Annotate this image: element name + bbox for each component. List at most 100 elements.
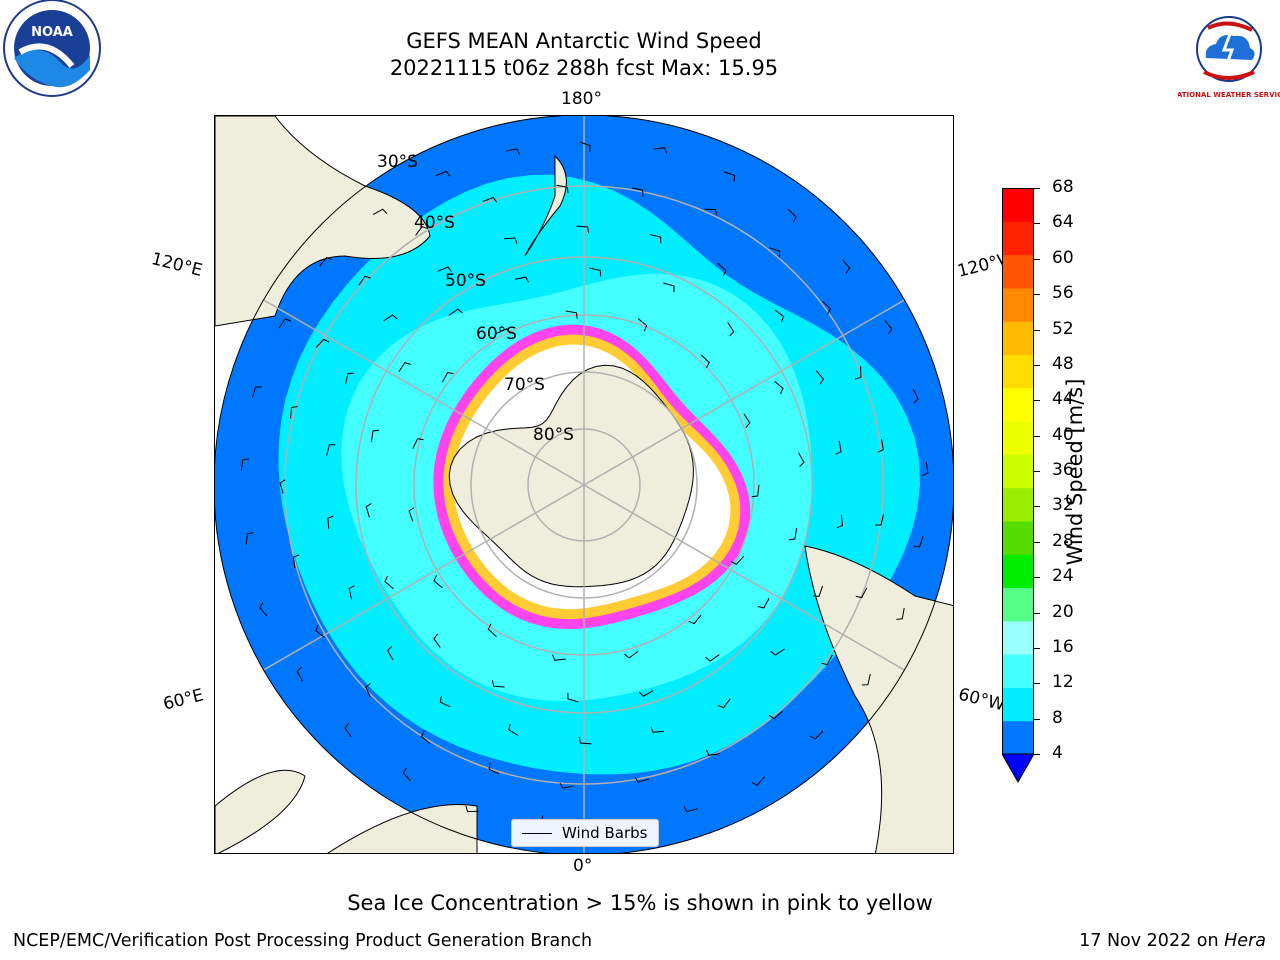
colorbar-tick-mark [1034,718,1040,720]
map-title-line1: GEFS MEAN Antarctic Wind Speed [406,29,762,53]
wind-barb [809,730,824,740]
colorbar-swatches [1001,188,1035,784]
wind-barb [743,413,751,428]
colorbar-tick-label: 28 [1052,530,1074,551]
wind-barb [624,650,639,659]
wind-barb [821,654,833,666]
meridian-line [583,484,953,746]
wind-barb [653,147,668,154]
colorbar-tick-mark [1034,612,1040,614]
wind-barb [855,366,862,380]
wind-barb [798,452,805,467]
wind-barb [774,380,784,395]
wind-barb [705,749,720,756]
wind-barb [688,614,702,625]
wind-barb [506,148,520,155]
wind-barb [769,247,781,258]
wind-barb [649,234,662,244]
wind-barb [278,318,291,329]
wind-barb [559,782,574,789]
wind-barb [835,440,842,455]
lon-label-0: 0° [573,856,593,876]
colorbar-tick-label: 64 [1052,212,1074,233]
colorbar-tick-mark [1034,294,1040,296]
wind-barb [441,371,454,383]
colorbar-tick-label: 24 [1052,566,1074,587]
colorbar-tick-mark [1034,506,1040,508]
wind-barb [315,338,330,348]
wind-barb [259,602,268,617]
wind-barb [922,462,929,476]
colorbar-tick-label: 52 [1052,318,1074,339]
wind-barb [884,320,893,335]
colorbar-swatch [1002,487,1034,522]
colorbar-swatch [1002,720,1034,755]
wind-barb [420,730,431,744]
wind-barb [842,259,851,274]
colorbar-swatch [1002,221,1034,256]
wind-barb [704,208,718,216]
colorbar-tick-mark [1034,754,1040,755]
legend-line-swatch [522,833,552,834]
colorbar-tick-mark [1034,435,1040,437]
colorbar-tick-mark [1034,223,1040,225]
lon-label-60e: 60°E [161,685,206,715]
wind-barb [705,654,720,662]
wind-barb [348,585,355,600]
wind-barb [482,196,498,203]
wind-barb [877,438,884,453]
wind-barb [433,633,441,648]
colorbar-tick-mark [1034,647,1040,649]
wind-barb [384,575,394,590]
colorbar-tick-label: 36 [1052,460,1074,480]
wind-barb [496,328,511,334]
wind-barb-legend: Wind Barbs [511,819,659,847]
wind-barb [770,648,785,656]
lat-label-70s: 70°S [504,375,545,395]
footer-right: 17 Nov 2022 on Hera [1079,931,1266,951]
wind-barb [344,372,355,385]
colorbar-ticks: 4 8 12 16 20 24 28 32 36 40 44 48 52 56 60 64 68 [1034,177,1094,763]
graticule [215,116,953,853]
nws-logo: NATIONAL WEATHER SERVICE [1171,0,1280,100]
wind-barb [245,532,254,545]
meridian-line [215,484,585,746]
colorbar-tick-label: 44 [1052,389,1074,410]
wind-barb [370,429,380,442]
wind-barb [637,318,648,332]
colorbar-under-triangle [1001,753,1035,784]
wind-barb [700,354,710,369]
wind-barb [727,322,735,337]
colorbar-tick-mark [1034,188,1040,189]
wind-barb [912,388,919,404]
wind-barb [398,362,411,372]
wind-barb [365,503,372,518]
colorbar-swatch [1002,421,1034,455]
meridian-line [583,224,953,486]
colorbar-swatch [1002,554,1034,589]
wind-barb [787,209,797,223]
noaa-logo: NOAA [0,0,105,100]
wind-barb [290,406,298,419]
wind-barb [415,225,428,236]
colorbar-tick-label: 56 [1052,283,1074,304]
colorbar-swatch [1002,520,1034,555]
wind-barb [751,484,760,498]
lat-label-60s: 60°S [476,324,517,344]
antarctica-land [448,364,694,588]
wind-barb [683,806,698,813]
wind-barb [448,308,463,316]
wind-barbs [240,141,929,828]
wind-barb [279,479,286,494]
wind-barb [723,171,736,182]
colorbar-swatch [1002,587,1034,622]
wind-barb [358,275,371,286]
lon-label-60w: 60°W [956,684,1007,716]
colorbar-tick-label: 68 [1052,177,1074,197]
colorbar-tick-label: 12 [1052,672,1074,693]
lat-label-40s: 40°S [414,213,455,233]
wind-barb [319,256,333,267]
wind-barb [514,276,529,283]
wind-barb [836,514,844,529]
wind-barb [855,587,868,599]
